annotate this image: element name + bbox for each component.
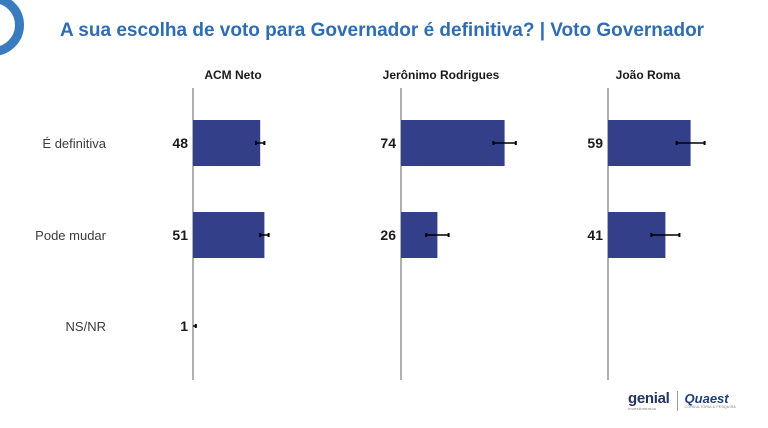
- footer-logos: genial investimentos Quaest CONSULTORIA …: [628, 388, 736, 414]
- data-label: 41: [587, 227, 603, 243]
- data-label: 26: [380, 227, 396, 243]
- data-label: 1: [180, 318, 188, 334]
- quaest-logo: Quaest CONSULTORIA & PESQUISA: [685, 392, 736, 410]
- data-label: 74: [380, 135, 396, 151]
- category-label: NS/NR: [66, 319, 106, 334]
- category-label: É definitiva: [42, 136, 106, 151]
- panel-title: Jerônimo Rodrigues: [383, 68, 500, 82]
- quaest-logo-subtext: CONSULTORIA & PESQUISA: [684, 405, 736, 409]
- data-label: 48: [172, 135, 188, 151]
- bar: [193, 212, 265, 258]
- panel-title: João Roma: [616, 68, 681, 82]
- page-title: A sua escolha de voto para Governador é …: [60, 20, 705, 41]
- genial-logo-text: genial: [628, 389, 670, 407]
- quaest-logo-text: Quaest: [684, 391, 729, 406]
- genial-logo-subtext: investimentos: [628, 405, 657, 411]
- genial-logo: genial investimentos: [628, 389, 670, 411]
- bar: [193, 120, 261, 166]
- panel-title: ACM Neto: [204, 68, 261, 82]
- data-label: 59: [587, 135, 603, 151]
- logo-divider: [676, 391, 678, 411]
- bar: [401, 120, 505, 166]
- category-label: Pode mudar: [35, 228, 106, 243]
- data-label: 51: [172, 227, 188, 243]
